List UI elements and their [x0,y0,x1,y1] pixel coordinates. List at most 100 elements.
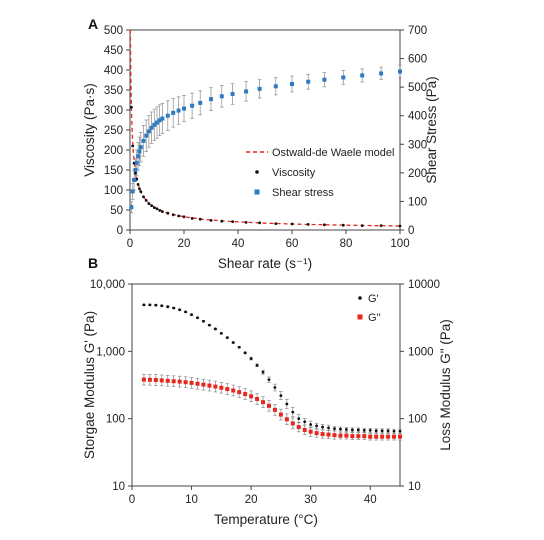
x-tick-label: 20 [178,238,191,250]
y2-tick-label: 10000 [408,279,440,291]
x-tick-label: 40 [364,494,377,506]
data-point-g-double-prime [356,434,361,439]
data-point-g-prime [309,423,313,426]
data-point-g-prime [279,394,283,398]
legend-label-model: Ostwald-de Waele model [272,147,394,159]
data-point-g-double-prime [296,425,301,430]
data-point-shear-stress [360,73,365,78]
legend-swatch-g-double-prime [357,314,363,320]
data-point-shear-stress [141,138,146,143]
data-point-g-prime [368,428,372,432]
data-point-g-double-prime [189,380,194,385]
y-tick-label: 300 [104,105,123,117]
data-point-g-double-prime [380,434,385,439]
data-point-g-prime [178,308,182,312]
data-point-viscosity [341,223,345,227]
y-tick-label: 450 [104,45,123,57]
data-point-g-double-prime [290,421,295,426]
data-point-shear-stress [190,103,195,108]
data-point-viscosity [198,217,202,221]
data-point-g-double-prime [165,378,170,383]
data-point-g-double-prime [249,394,254,399]
data-point-g-prime [184,310,188,314]
panel-b-x-axis-title: Temperature (°C) [214,512,318,527]
y2-tick-label: 200 [408,168,427,180]
panel-a-y2-ticks: 0 100 200 300 400 500 600 700 [400,25,427,237]
data-point-viscosity [323,223,326,227]
data-point-viscosity [220,219,224,223]
panel-b-label: B [88,255,98,271]
series-line-model [129,29,401,227]
data-point-g-double-prime [207,383,212,388]
panel-b-y-ticks: 10 100 1,000 10,000 [90,279,132,493]
y-tick-label: 250 [104,125,123,137]
x-tick-label: 40 [232,238,245,250]
data-point-g-double-prime [314,431,319,436]
panel-b-error-bars [142,303,402,441]
data-point-shear-stress [160,116,165,121]
data-point-viscosity [360,224,364,228]
data-point-viscosity [306,223,310,226]
data-point-g-prime [208,323,211,327]
data-point-g-prime [285,402,289,406]
data-point-g-double-prime [255,396,260,401]
data-point-g-double-prime [374,434,379,439]
y2-tick-label: 300 [408,139,427,151]
data-point-g-prime [398,429,402,433]
data-point-viscosity [139,190,143,194]
data-point-g-double-prime [266,403,271,408]
panel-a-legend: Ostwald-de Waele model Viscosity Shear s… [246,147,394,199]
data-point-shear-stress [152,122,157,127]
legend-swatch-shear-stress [254,189,260,195]
data-point-viscosity [177,214,181,218]
data-point-shear-stress [132,178,137,182]
y-tick-label: 1,000 [96,346,125,358]
data-point-shear-stress [182,106,186,111]
legend-label-viscosity: Viscosity [272,167,316,179]
data-point-g-prime [154,303,158,307]
data-point-g-prime [261,370,265,374]
data-point-g-prime [315,424,319,428]
y-tick-label: 350 [104,85,123,97]
panel-b-x-ticks: 0 10 20 30 40 [129,486,377,506]
data-point-g-prime [333,427,336,431]
data-point-viscosity [379,224,383,228]
y2-tick-label: 100 [408,414,427,426]
data-point-shear-stress [149,125,154,130]
data-point-viscosity [129,105,133,109]
data-point-viscosity [158,209,162,212]
panel-a-marks [129,29,402,228]
data-point-viscosity [138,187,141,191]
data-point-g-double-prime [326,432,331,437]
data-point-g-double-prime [338,433,343,438]
data-point-shear-stress [244,89,249,94]
data-point-viscosity [142,195,145,199]
data-point-g-prime [249,357,253,360]
legend-swatch-g-prime [358,296,362,300]
data-point-g-prime [267,378,271,382]
data-point-viscosity [144,199,148,202]
data-point-viscosity [244,221,248,224]
data-point-shear-stress [219,94,224,99]
panel-b-legend: G' G'' [357,293,381,324]
x-tick-label: 0 [129,494,135,506]
data-point-g-double-prime [261,400,266,405]
data-point-shear-stress [257,86,262,91]
data-point-g-double-prime [278,412,283,417]
data-point-g-prime [273,386,277,389]
x-tick-label: 60 [286,238,299,250]
panel-a-label: A [88,16,98,32]
y2-tick-label: 100 [408,196,427,208]
data-point-viscosity [136,183,140,186]
data-point-g-double-prime [308,429,313,434]
data-point-g-prime [243,351,247,355]
y-tick-label: 400 [104,65,123,77]
data-point-g-prime [345,428,348,431]
data-point-g-double-prime [332,433,337,438]
data-point-g-double-prime [225,387,230,392]
data-point-viscosity [231,220,235,224]
data-point-g-double-prime [243,392,248,397]
data-point-viscosity [209,219,213,222]
panel-a-y-axis-title: Viscosity (Pa·s) [82,83,97,177]
